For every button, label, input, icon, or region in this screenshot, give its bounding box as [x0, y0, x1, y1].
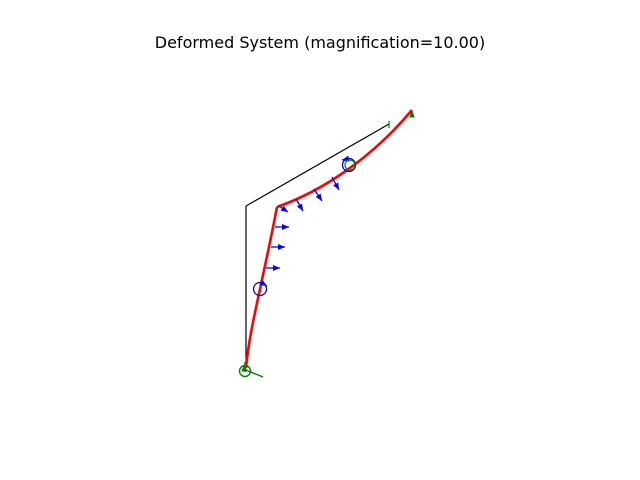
- arrow-icon: [278, 205, 289, 213]
- arrow-icon: [331, 176, 340, 191]
- rafter-node-marker: [344, 159, 356, 171]
- column-load-arrows: [266, 224, 289, 271]
- figure-title: Deformed System (magnification=10.00): [154, 33, 486, 52]
- support-icon: [344, 159, 356, 171]
- deformed-structure: [244, 109, 413, 369]
- arrow-icon: [259, 279, 268, 287]
- original-rafter: [245, 123, 390, 207]
- deformed-rafter: [276, 109, 413, 209]
- rafter-load-arrows: [278, 176, 340, 213]
- support-icon: [409, 109, 415, 118]
- original-structure: [245, 121, 390, 368]
- deformed-column: [244, 206, 279, 369]
- base-support: [238, 362, 264, 378]
- arrow-icon: [341, 155, 350, 162]
- arrow-icon: [295, 198, 304, 212]
- arrow-icon: [313, 188, 323, 202]
- tip-support: [409, 109, 415, 118]
- moment-on-column: [252, 279, 268, 297]
- reaction-arrow-icon: [241, 365, 264, 378]
